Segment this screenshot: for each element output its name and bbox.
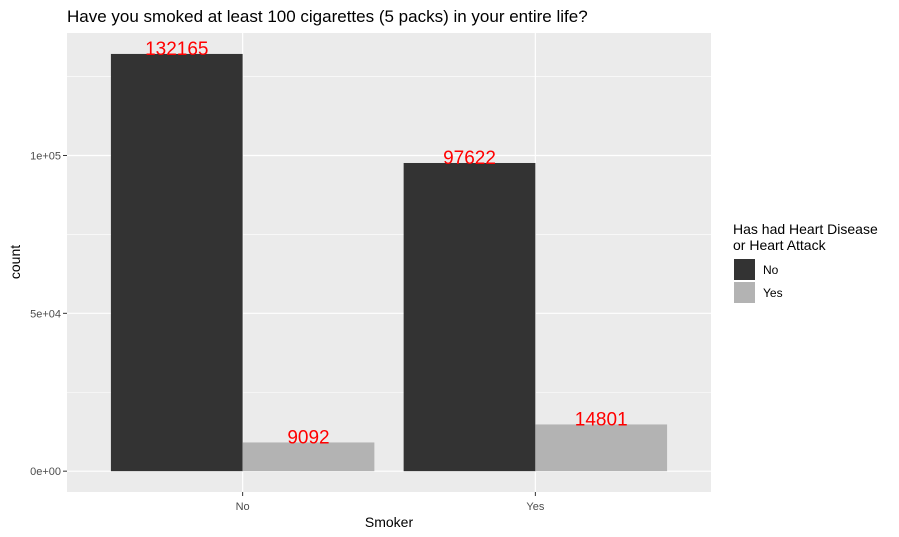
legend: Has had Heart Disease or Heart Attack No… [733, 221, 878, 303]
y-axis-title: count [7, 245, 23, 279]
x-tick-label: No [236, 501, 250, 513]
y-tick-label: 5e+04 [30, 308, 61, 320]
chart-title: Have you smoked at least 100 cigarettes … [67, 7, 588, 26]
bar-no-yes [242, 442, 375, 472]
bars [110, 53, 668, 472]
legend-key-yes [734, 282, 755, 303]
data-label: 14801 [575, 409, 628, 430]
legend-title-line1: Has had Heart Disease [733, 221, 878, 237]
y-tick-label: 1e+05 [30, 150, 61, 162]
x-axis: No Yes [236, 492, 545, 513]
bar-yes-no [403, 162, 536, 472]
legend-label-no: No [763, 263, 779, 277]
data-label: 132165 [145, 39, 208, 60]
legend-title-line2: or Heart Attack [733, 237, 827, 253]
legend-items: No Yes [734, 259, 783, 303]
data-label: 97622 [443, 148, 496, 169]
data-labels: 132165 97622 9092 14801 [145, 39, 628, 449]
x-axis-title: Smoker [365, 514, 414, 530]
legend-label-yes: Yes [763, 286, 783, 300]
x-tick-label: Yes [526, 501, 544, 513]
bar-no-no [110, 53, 243, 472]
bar-yes-yes [535, 424, 668, 472]
data-label: 9092 [287, 427, 329, 448]
y-axis: 0e+00 5e+04 1e+05 [30, 150, 67, 478]
legend-key-no [734, 259, 755, 280]
y-tick-label: 0e+00 [30, 466, 61, 478]
